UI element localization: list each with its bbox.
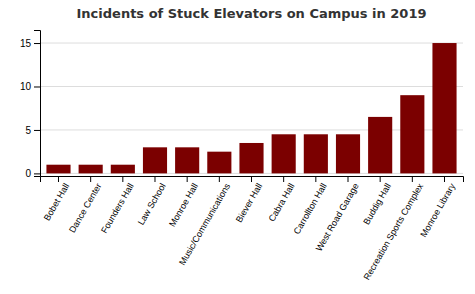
axis-line <box>41 177 464 183</box>
tick: Cabra Hall <box>267 176 297 223</box>
tick-mark <box>348 176 349 182</box>
tick: Bobet Hall <box>42 176 71 223</box>
tick-mark <box>154 176 155 182</box>
bar <box>143 147 167 173</box>
bar <box>111 165 135 174</box>
tick-label: Dance Center <box>67 182 103 235</box>
tick-label: Buddig Hall <box>361 182 393 227</box>
grid-line <box>40 86 463 87</box>
tick-label: Music/Communications <box>177 181 232 267</box>
tick-mark <box>380 176 381 182</box>
bar <box>239 143 263 173</box>
bar <box>368 117 392 173</box>
tick: Founders Hall <box>99 176 136 235</box>
bars <box>46 43 456 173</box>
bar <box>207 152 231 174</box>
tick-label: Biever Hall <box>234 182 264 225</box>
grid-line <box>40 129 463 130</box>
tick-label: Law School <box>136 182 168 227</box>
tick: Monroe Library <box>418 176 457 239</box>
tick: Recreation Sports Complex <box>361 176 425 282</box>
tick-mark <box>219 176 220 182</box>
tick: Biever Hall <box>234 176 264 224</box>
tick-mark <box>58 176 59 182</box>
bar <box>272 134 296 173</box>
tick-label: West Road Garage <box>314 182 361 254</box>
tick: Dance Center <box>67 176 103 235</box>
tick-mark <box>251 176 252 182</box>
tick: Monroe Hall <box>167 176 200 229</box>
chart: 0 5 10 15 Bobet HallDance CenterFounders Hal… <box>0 0 475 294</box>
tick-label: 10 <box>20 81 32 92</box>
bar <box>432 43 456 173</box>
tick-mark <box>34 173 40 174</box>
bar <box>400 95 424 173</box>
tick-mark <box>315 176 316 182</box>
tick-label: Monroe Hall <box>167 182 200 229</box>
bar <box>79 165 103 174</box>
tick-mark <box>90 176 91 182</box>
bar <box>46 165 70 174</box>
tick-label: 0 <box>25 168 31 179</box>
tick: 5 <box>25 125 40 136</box>
tick-label: 5 <box>25 125 31 136</box>
title: Incidents of Stuck Elevators on Campus i… <box>77 6 427 21</box>
tick: West Road Garage <box>314 176 361 253</box>
tick: 0 <box>25 168 40 179</box>
tick-label: Bobet Hall <box>42 182 71 223</box>
bar <box>175 147 199 173</box>
tick-label: Founders Hall <box>99 182 136 236</box>
tick-label: Cabra Hall <box>267 182 297 224</box>
tick-mark <box>122 176 123 182</box>
tick-mark <box>444 176 445 182</box>
tick: Carrollton Hall <box>292 176 329 236</box>
tick: 10 <box>20 81 40 92</box>
tick-label: 15 <box>20 38 32 49</box>
bar <box>336 134 360 173</box>
tick-mark <box>187 176 188 182</box>
grid-line <box>40 43 463 44</box>
axis-line <box>34 31 41 177</box>
y-axis: 0 5 10 15 <box>20 31 41 180</box>
tick-label: Recreation Sports Complex <box>361 181 425 282</box>
tick: 15 <box>20 38 40 49</box>
bar <box>304 134 328 173</box>
tick: Buddig Hall <box>361 176 393 226</box>
tick: Law School <box>136 176 168 227</box>
tick: Music/Communications <box>177 176 232 267</box>
tick-mark <box>412 176 413 182</box>
grid <box>40 43 463 173</box>
tick-mark <box>34 130 40 131</box>
tick-mark <box>34 43 40 44</box>
tick-label: Monroe Library <box>418 181 457 239</box>
tick-label: Carrollton Hall <box>292 182 329 236</box>
x-axis: Bobet HallDance CenterFounders HallLaw S… <box>41 176 464 282</box>
tick-mark <box>283 176 284 182</box>
plot: 0 5 10 15 Bobet HallDance CenterFounders Hal… <box>20 31 464 282</box>
tick-mark <box>34 86 40 87</box>
